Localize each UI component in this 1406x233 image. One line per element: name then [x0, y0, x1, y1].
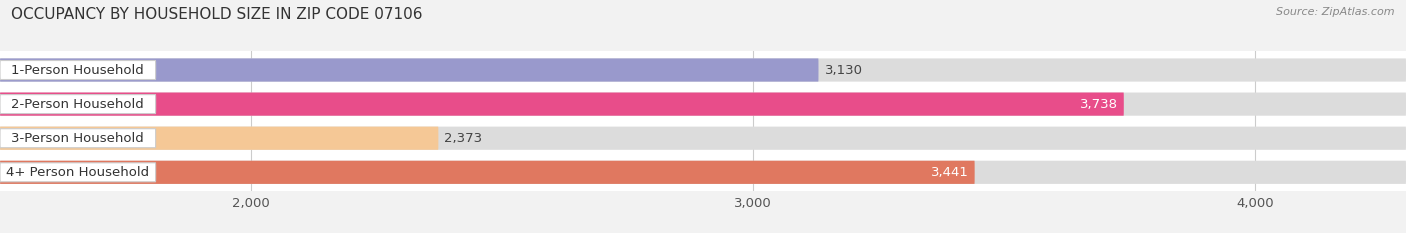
- FancyBboxPatch shape: [0, 93, 1406, 116]
- FancyBboxPatch shape: [0, 129, 156, 148]
- Text: 3,441: 3,441: [931, 166, 969, 179]
- Text: 4+ Person Household: 4+ Person Household: [6, 166, 149, 179]
- FancyBboxPatch shape: [0, 161, 1406, 184]
- Text: 2,373: 2,373: [444, 132, 482, 145]
- FancyBboxPatch shape: [0, 93, 1123, 116]
- Text: 3-Person Household: 3-Person Household: [11, 132, 145, 145]
- Text: Source: ZipAtlas.com: Source: ZipAtlas.com: [1277, 7, 1395, 17]
- Text: 2-Person Household: 2-Person Household: [11, 98, 145, 111]
- Text: 3,738: 3,738: [1080, 98, 1118, 111]
- Text: 1-Person Household: 1-Person Household: [11, 64, 145, 76]
- FancyBboxPatch shape: [0, 58, 818, 82]
- FancyBboxPatch shape: [0, 127, 1406, 150]
- FancyBboxPatch shape: [0, 61, 156, 79]
- FancyBboxPatch shape: [0, 127, 439, 150]
- FancyBboxPatch shape: [0, 161, 974, 184]
- FancyBboxPatch shape: [0, 163, 156, 182]
- FancyBboxPatch shape: [0, 58, 1406, 82]
- FancyBboxPatch shape: [0, 95, 156, 114]
- Text: 3,130: 3,130: [824, 64, 862, 76]
- Text: OCCUPANCY BY HOUSEHOLD SIZE IN ZIP CODE 07106: OCCUPANCY BY HOUSEHOLD SIZE IN ZIP CODE …: [11, 7, 423, 22]
